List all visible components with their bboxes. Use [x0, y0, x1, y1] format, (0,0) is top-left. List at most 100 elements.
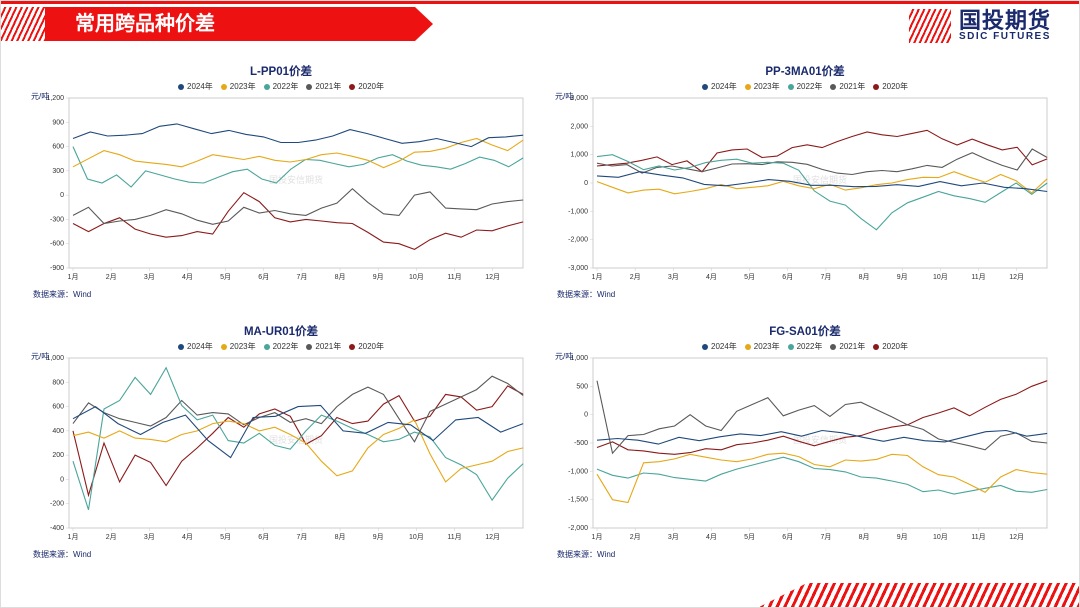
svg-text:6月: 6月 — [258, 273, 269, 281]
legend-item: 2024年 — [702, 81, 737, 92]
legend-dot-icon — [178, 84, 184, 90]
svg-text:-1,000: -1,000 — [568, 208, 588, 215]
page-root: 常用跨品种价差 国投期货 SDIC FUTURES L-PP01价差2024年2… — [0, 0, 1080, 608]
svg-text:5月: 5月 — [220, 533, 231, 541]
svg-text:11月: 11月 — [447, 273, 461, 281]
svg-text:0: 0 — [584, 180, 588, 187]
legend-label: 2021年 — [315, 341, 341, 352]
legend-item: 2021年 — [306, 341, 341, 352]
legend-item: 2021年 — [306, 81, 341, 92]
legend-label: 2023年 — [754, 81, 780, 92]
y-axis-unit: 元/吨 — [555, 351, 573, 362]
svg-text:-300: -300 — [50, 216, 64, 223]
legend-dot-icon — [264, 344, 270, 350]
svg-text:9月: 9月 — [897, 533, 908, 541]
svg-text:-600: -600 — [50, 241, 64, 248]
svg-text:10月: 10月 — [409, 533, 424, 541]
legend-dot-icon — [349, 344, 355, 350]
svg-text:1,000: 1,000 — [570, 152, 588, 159]
page-title: 常用跨品种价差 — [45, 7, 415, 41]
svg-text:2月: 2月 — [630, 533, 641, 541]
legend-dot-icon — [221, 344, 227, 350]
svg-text:2月: 2月 — [630, 273, 641, 281]
legend-label: 2024年 — [711, 81, 737, 92]
svg-text:3月: 3月 — [144, 273, 155, 281]
svg-text:-200: -200 — [50, 501, 64, 508]
legend-label: 2022年 — [273, 341, 299, 352]
svg-text:8月: 8月 — [335, 273, 346, 281]
svg-text:5月: 5月 — [744, 533, 755, 541]
legend-dot-icon — [306, 84, 312, 90]
svg-text:1月: 1月 — [68, 533, 79, 541]
svg-text:7月: 7月 — [296, 533, 307, 541]
legend-item: 2020年 — [873, 81, 908, 92]
legend-dot-icon — [745, 344, 751, 350]
legend-label: 2024年 — [711, 341, 737, 352]
legend-dot-icon — [788, 344, 794, 350]
series-line — [597, 130, 1047, 171]
svg-text:7月: 7月 — [820, 273, 831, 281]
legend-item: 2023年 — [221, 81, 256, 92]
svg-text:7月: 7月 — [296, 273, 307, 281]
legend-item: 2020年 — [349, 341, 384, 352]
svg-text:-2,000: -2,000 — [568, 525, 588, 532]
chart-legend: 2024年2023年2022年2021年2020年 — [555, 81, 1055, 92]
chart-grid: L-PP01价差2024年2023年2022年2021年2020年元/吨-900… — [31, 61, 1049, 577]
chart-panel: MA-UR01价差2024年2023年2022年2021年2020年元/吨-40… — [31, 321, 531, 577]
svg-text:12月: 12月 — [1009, 273, 1024, 281]
legend-item: 2021年 — [830, 341, 865, 352]
legend-label: 2022年 — [273, 81, 299, 92]
svg-text:900: 900 — [52, 119, 64, 126]
legend-item: 2024年 — [178, 81, 213, 92]
svg-text:6月: 6月 — [258, 533, 269, 541]
chart-legend: 2024年2023年2022年2021年2020年 — [555, 341, 1055, 352]
svg-text:5月: 5月 — [220, 273, 231, 281]
svg-text:300: 300 — [52, 168, 64, 175]
chart-panel: FG-SA01价差2024年2023年2022年2021年2020年元/吨-2,… — [555, 321, 1055, 577]
legend-label: 2023年 — [230, 341, 256, 352]
legend-dot-icon — [873, 344, 879, 350]
svg-text:8月: 8月 — [859, 273, 870, 281]
legend-dot-icon — [178, 344, 184, 350]
svg-text:0: 0 — [584, 412, 588, 419]
legend-item: 2022年 — [788, 341, 823, 352]
legend-dot-icon — [745, 84, 751, 90]
svg-text:1月: 1月 — [68, 273, 79, 281]
svg-text:8月: 8月 — [335, 533, 346, 541]
svg-text:6月: 6月 — [782, 273, 793, 281]
svg-text:-500: -500 — [574, 440, 588, 447]
svg-text:0: 0 — [60, 476, 64, 483]
svg-text:2,000: 2,000 — [570, 123, 588, 130]
legend-item: 2020年 — [349, 81, 384, 92]
svg-text:4月: 4月 — [706, 533, 717, 541]
chart-legend: 2024年 2023年 2022年 2021年 2020年 — [31, 81, 531, 92]
svg-text:4月: 4月 — [182, 533, 193, 541]
legend-dot-icon — [873, 84, 879, 90]
logo-cn: 国投期货 — [959, 10, 1051, 32]
legend-dot-icon — [221, 84, 227, 90]
svg-text:-3,000: -3,000 — [568, 265, 588, 272]
legend-dot-icon — [702, 344, 708, 350]
svg-text:0: 0 — [60, 192, 64, 199]
chart-svg: -3,000-2,000-1,00001,0002,0003,0001月2月3月… — [555, 92, 1055, 288]
legend-dot-icon — [349, 84, 355, 90]
legend-label: 2020年 — [882, 81, 908, 92]
logo-hatch-icon — [909, 9, 951, 43]
svg-text:-900: -900 — [50, 265, 64, 272]
series-line — [73, 376, 523, 442]
legend-label: 2023年 — [230, 81, 256, 92]
svg-text:5月: 5月 — [744, 273, 755, 281]
logo: 国投期货 SDIC FUTURES — [909, 9, 1051, 43]
legend-label: 2021年 — [315, 81, 341, 92]
svg-text:4月: 4月 — [182, 273, 193, 281]
legend-dot-icon — [788, 84, 794, 90]
chart-svg: -2,000-1,500-1,000-50005001,0001月2月3月4月5… — [555, 352, 1055, 548]
legend-label: 2022年 — [797, 81, 823, 92]
legend-dot-icon — [306, 344, 312, 350]
svg-text:11月: 11月 — [971, 533, 985, 541]
logo-en: SDIC FUTURES — [959, 32, 1051, 42]
svg-text:-400: -400 — [50, 525, 64, 532]
series-line — [597, 155, 1047, 230]
svg-text:6月: 6月 — [782, 533, 793, 541]
svg-text:1月: 1月 — [592, 533, 603, 541]
